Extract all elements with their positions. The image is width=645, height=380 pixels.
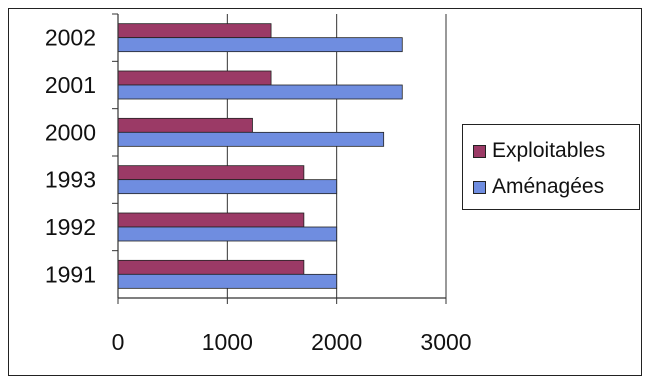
legend-label-exploitables: Exploitables: [492, 139, 606, 162]
y-tick-label-1991: 1991: [45, 261, 96, 287]
x-tick-label-0: 0: [112, 329, 125, 355]
bar-exploitables-2001: [117, 70, 272, 86]
legend-swatch-amenagees: [473, 180, 486, 194]
bar-am-nag-es-2001: [117, 84, 403, 100]
legend-label-amenagees: Aménagées: [492, 175, 605, 198]
y-tick-label-2001: 2001: [45, 72, 96, 98]
bar-exploitables-1991: [117, 259, 305, 275]
bar-am-nag-es-1993: [117, 179, 338, 195]
x-tick-label-2000: 2000: [311, 329, 362, 355]
x-tick-label-3000: 3000: [420, 329, 471, 355]
bar-exploitables-1993: [117, 165, 305, 181]
bar-am-nag-es-1991: [117, 273, 338, 289]
y-tick-label-2002: 2002: [45, 25, 96, 51]
legend: Exploitables Aménagées: [462, 124, 640, 210]
grid-lines: [226, 14, 447, 298]
bar-exploitables-2002: [117, 23, 272, 39]
y-tick-label-1992: 1992: [45, 214, 96, 240]
bar-exploitables-1992: [117, 212, 305, 228]
legend-item-amenagees: Aménagées: [473, 175, 604, 199]
legend-swatch-exploitables: [473, 144, 486, 158]
y-tick-label-1993: 1993: [45, 167, 96, 193]
bar-am-nag-es-2002: [117, 37, 403, 53]
bar-am-nag-es-1992: [117, 226, 338, 242]
x-tick-label-1000: 1000: [202, 329, 253, 355]
y-tick-label-2000: 2000: [45, 119, 96, 145]
bars-group: [117, 23, 403, 289]
axes-group: [112, 13, 447, 304]
labels-group: 0 1000 2000 3000 1991 1992 1993 2000 2001 2002: [45, 25, 472, 355]
legend-item-exploitables: Exploitables: [473, 139, 605, 163]
bar-exploitables-2000: [117, 117, 253, 133]
bar-am-nag-es-2000: [117, 131, 385, 147]
